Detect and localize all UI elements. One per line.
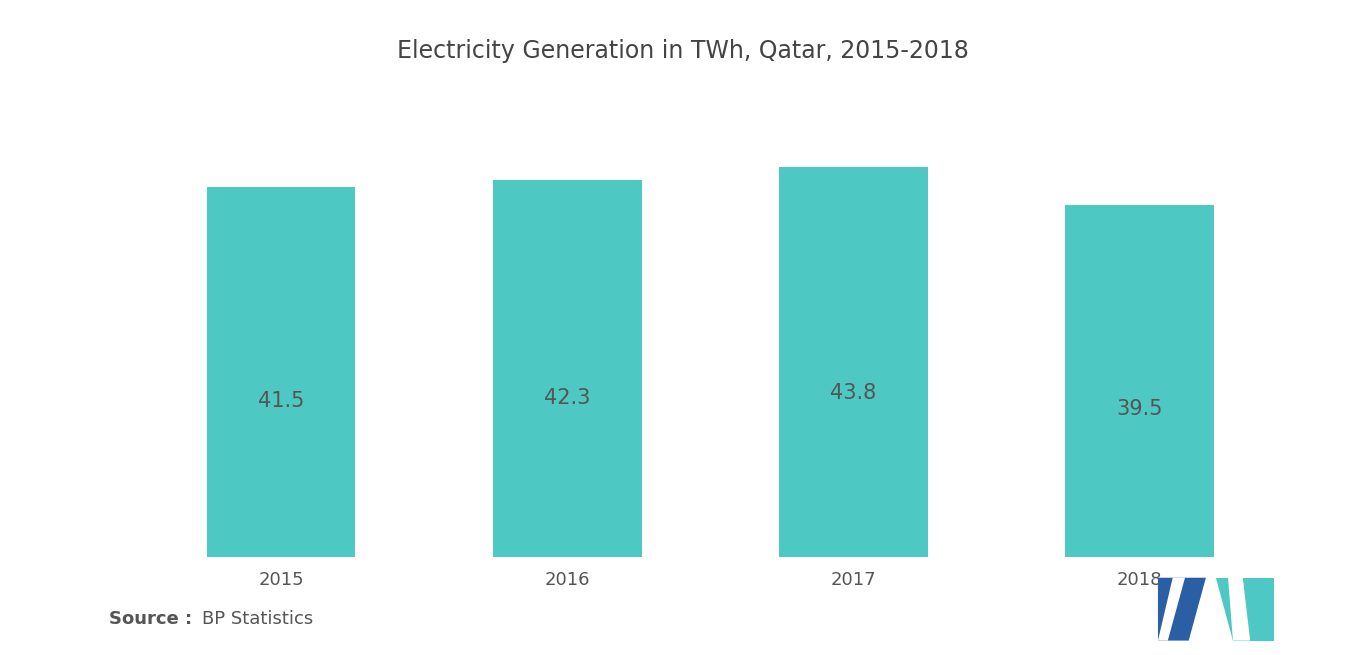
Text: 41.5: 41.5 — [258, 392, 305, 411]
Bar — [779, 166, 928, 557]
Text: BP Statistics: BP Statistics — [202, 610, 313, 628]
Bar — [493, 180, 642, 557]
Text: Source :: Source : — [109, 610, 193, 628]
Polygon shape — [1158, 578, 1184, 641]
Text: 42.3: 42.3 — [544, 388, 590, 409]
Polygon shape — [1216, 578, 1273, 641]
Text: 39.5: 39.5 — [1116, 399, 1162, 419]
Polygon shape — [1228, 578, 1250, 641]
Bar — [206, 187, 355, 557]
Text: Electricity Generation in TWh, Qatar, 2015-2018: Electricity Generation in TWh, Qatar, 20… — [398, 39, 968, 64]
Polygon shape — [1158, 578, 1206, 641]
Bar — [1065, 205, 1214, 557]
Text: 43.8: 43.8 — [831, 383, 877, 403]
